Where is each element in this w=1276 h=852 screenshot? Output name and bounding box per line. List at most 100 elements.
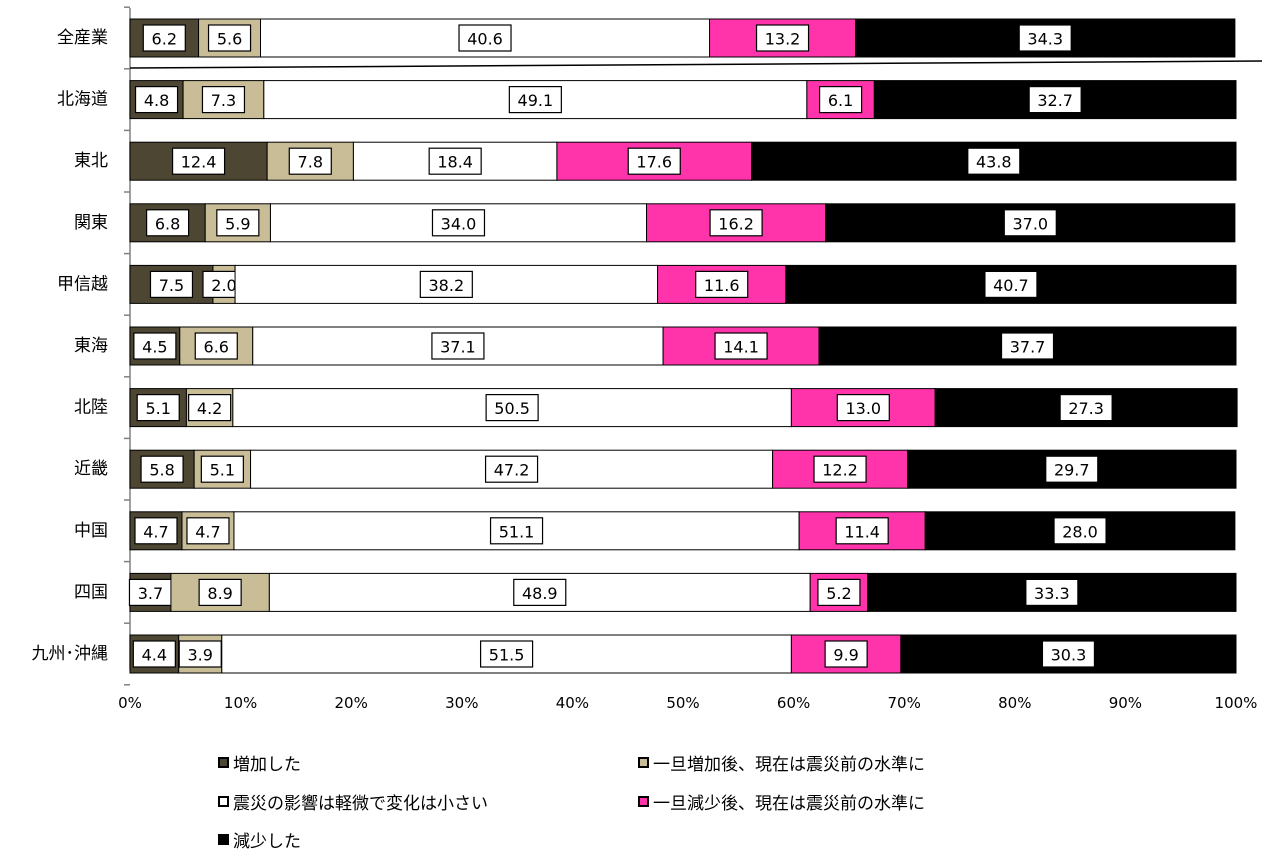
data-label: 32.7 [1037, 91, 1073, 110]
data-label: 7.3 [211, 91, 236, 110]
data-label: 11.6 [704, 276, 740, 295]
data-label-box [479, 640, 534, 668]
data-label-box [149, 270, 194, 298]
data-label-box [188, 394, 232, 422]
data-label-box [207, 24, 252, 52]
data-label: 51.1 [499, 522, 535, 541]
data-label-box [171, 147, 226, 175]
data-label-box [133, 332, 177, 360]
data-label: 37.0 [1012, 214, 1048, 233]
data-label: 27.3 [1068, 399, 1104, 418]
data-label-box [508, 85, 562, 114]
data-label: 29.7 [1054, 461, 1090, 480]
data-label: 51.5 [489, 646, 525, 665]
data-label-box [695, 270, 749, 298]
x-tick-label: 10% [224, 694, 257, 712]
data-label: 12.4 [181, 153, 217, 172]
x-tick-label: 40% [556, 694, 589, 712]
data-label-box [1041, 640, 1096, 668]
data-label-box [142, 24, 186, 52]
data-label-box [198, 578, 242, 607]
data-label-box [201, 85, 246, 114]
data-label: 37.7 [1010, 338, 1046, 357]
data-label: 18.4 [437, 153, 473, 172]
data-label-box [755, 24, 810, 52]
data-label-box [1003, 209, 1057, 237]
data-label: 8.9 [207, 584, 232, 603]
data-label: 6.1 [828, 91, 853, 110]
data-label-box [288, 147, 332, 175]
data-label-box [817, 578, 861, 607]
data-label: 12.2 [822, 461, 858, 480]
data-label-box [1018, 24, 1072, 52]
category-label: 全産業 [57, 28, 108, 48]
data-label-box [1028, 85, 1082, 114]
data-label-box [1053, 517, 1107, 545]
data-label: 14.1 [723, 338, 759, 357]
data-label: 37.1 [440, 338, 476, 357]
x-tick-label: 30% [445, 694, 478, 712]
data-label: 40.7 [993, 276, 1029, 295]
category-label: 北海道 [57, 90, 108, 110]
data-label: 30.3 [1051, 646, 1087, 665]
data-label: 4.4 [142, 646, 167, 665]
data-label: 2.0 [211, 276, 236, 295]
data-label: 33.3 [1034, 584, 1070, 603]
data-label-box [714, 332, 768, 360]
data-label-box [128, 578, 173, 607]
data-label-box [835, 517, 889, 545]
data-label: 4.7 [143, 522, 168, 541]
separator-line [129, 60, 1263, 69]
data-label-box [186, 517, 230, 545]
data-label: 7.8 [298, 153, 323, 172]
data-label-box [428, 147, 482, 175]
data-label-box [458, 24, 512, 52]
data-label: 4.8 [144, 91, 169, 110]
data-label: 5.9 [225, 214, 250, 233]
data-label: 6.2 [152, 30, 177, 49]
category-label: 中国 [74, 521, 108, 541]
data-label: 7.5 [159, 276, 184, 295]
data-label-box [200, 455, 244, 483]
data-label-box [836, 394, 890, 422]
data-label-box [819, 85, 863, 114]
x-tick-label: 90% [1109, 694, 1142, 712]
data-label-box [489, 517, 544, 545]
data-label: 38.2 [429, 276, 465, 295]
data-label: 5.6 [217, 30, 242, 49]
x-tick-label: 20% [335, 694, 368, 712]
data-label-box [627, 147, 681, 175]
data-label-box [709, 209, 763, 237]
data-label: 5.1 [145, 399, 170, 418]
category-label: 関東 [74, 213, 108, 233]
data-label: 34.3 [1027, 30, 1063, 49]
x-tick-label: 0% [118, 694, 142, 712]
data-label: 49.1 [518, 91, 554, 110]
data-label: 11.4 [844, 522, 880, 541]
data-label: 13.2 [765, 30, 801, 49]
data-label: 47.2 [494, 461, 530, 480]
data-label-box [824, 640, 868, 668]
data-label-box [1059, 394, 1113, 422]
data-label: 5.8 [149, 461, 174, 480]
data-label-box [134, 517, 178, 545]
x-tick-label: 100% [1215, 694, 1258, 712]
data-label-box [134, 85, 179, 114]
category-label: 九州･沖縄 [32, 644, 109, 664]
data-label: 3.9 [188, 646, 213, 665]
x-tick-label: 80% [998, 694, 1031, 712]
data-label: 4.2 [197, 399, 222, 418]
data-label: 13.0 [845, 399, 881, 418]
data-label-box [1045, 455, 1099, 483]
data-label: 9.9 [833, 646, 858, 665]
data-label-box [431, 209, 486, 237]
data-label-box [132, 640, 176, 668]
data-label-box [1000, 332, 1055, 360]
data-label: 6.6 [204, 338, 229, 357]
data-label-box [136, 394, 180, 422]
data-label: 3.7 [138, 584, 163, 603]
data-label: 4.7 [195, 522, 220, 541]
data-label: 50.5 [494, 399, 530, 418]
data-label-box [984, 270, 1038, 298]
